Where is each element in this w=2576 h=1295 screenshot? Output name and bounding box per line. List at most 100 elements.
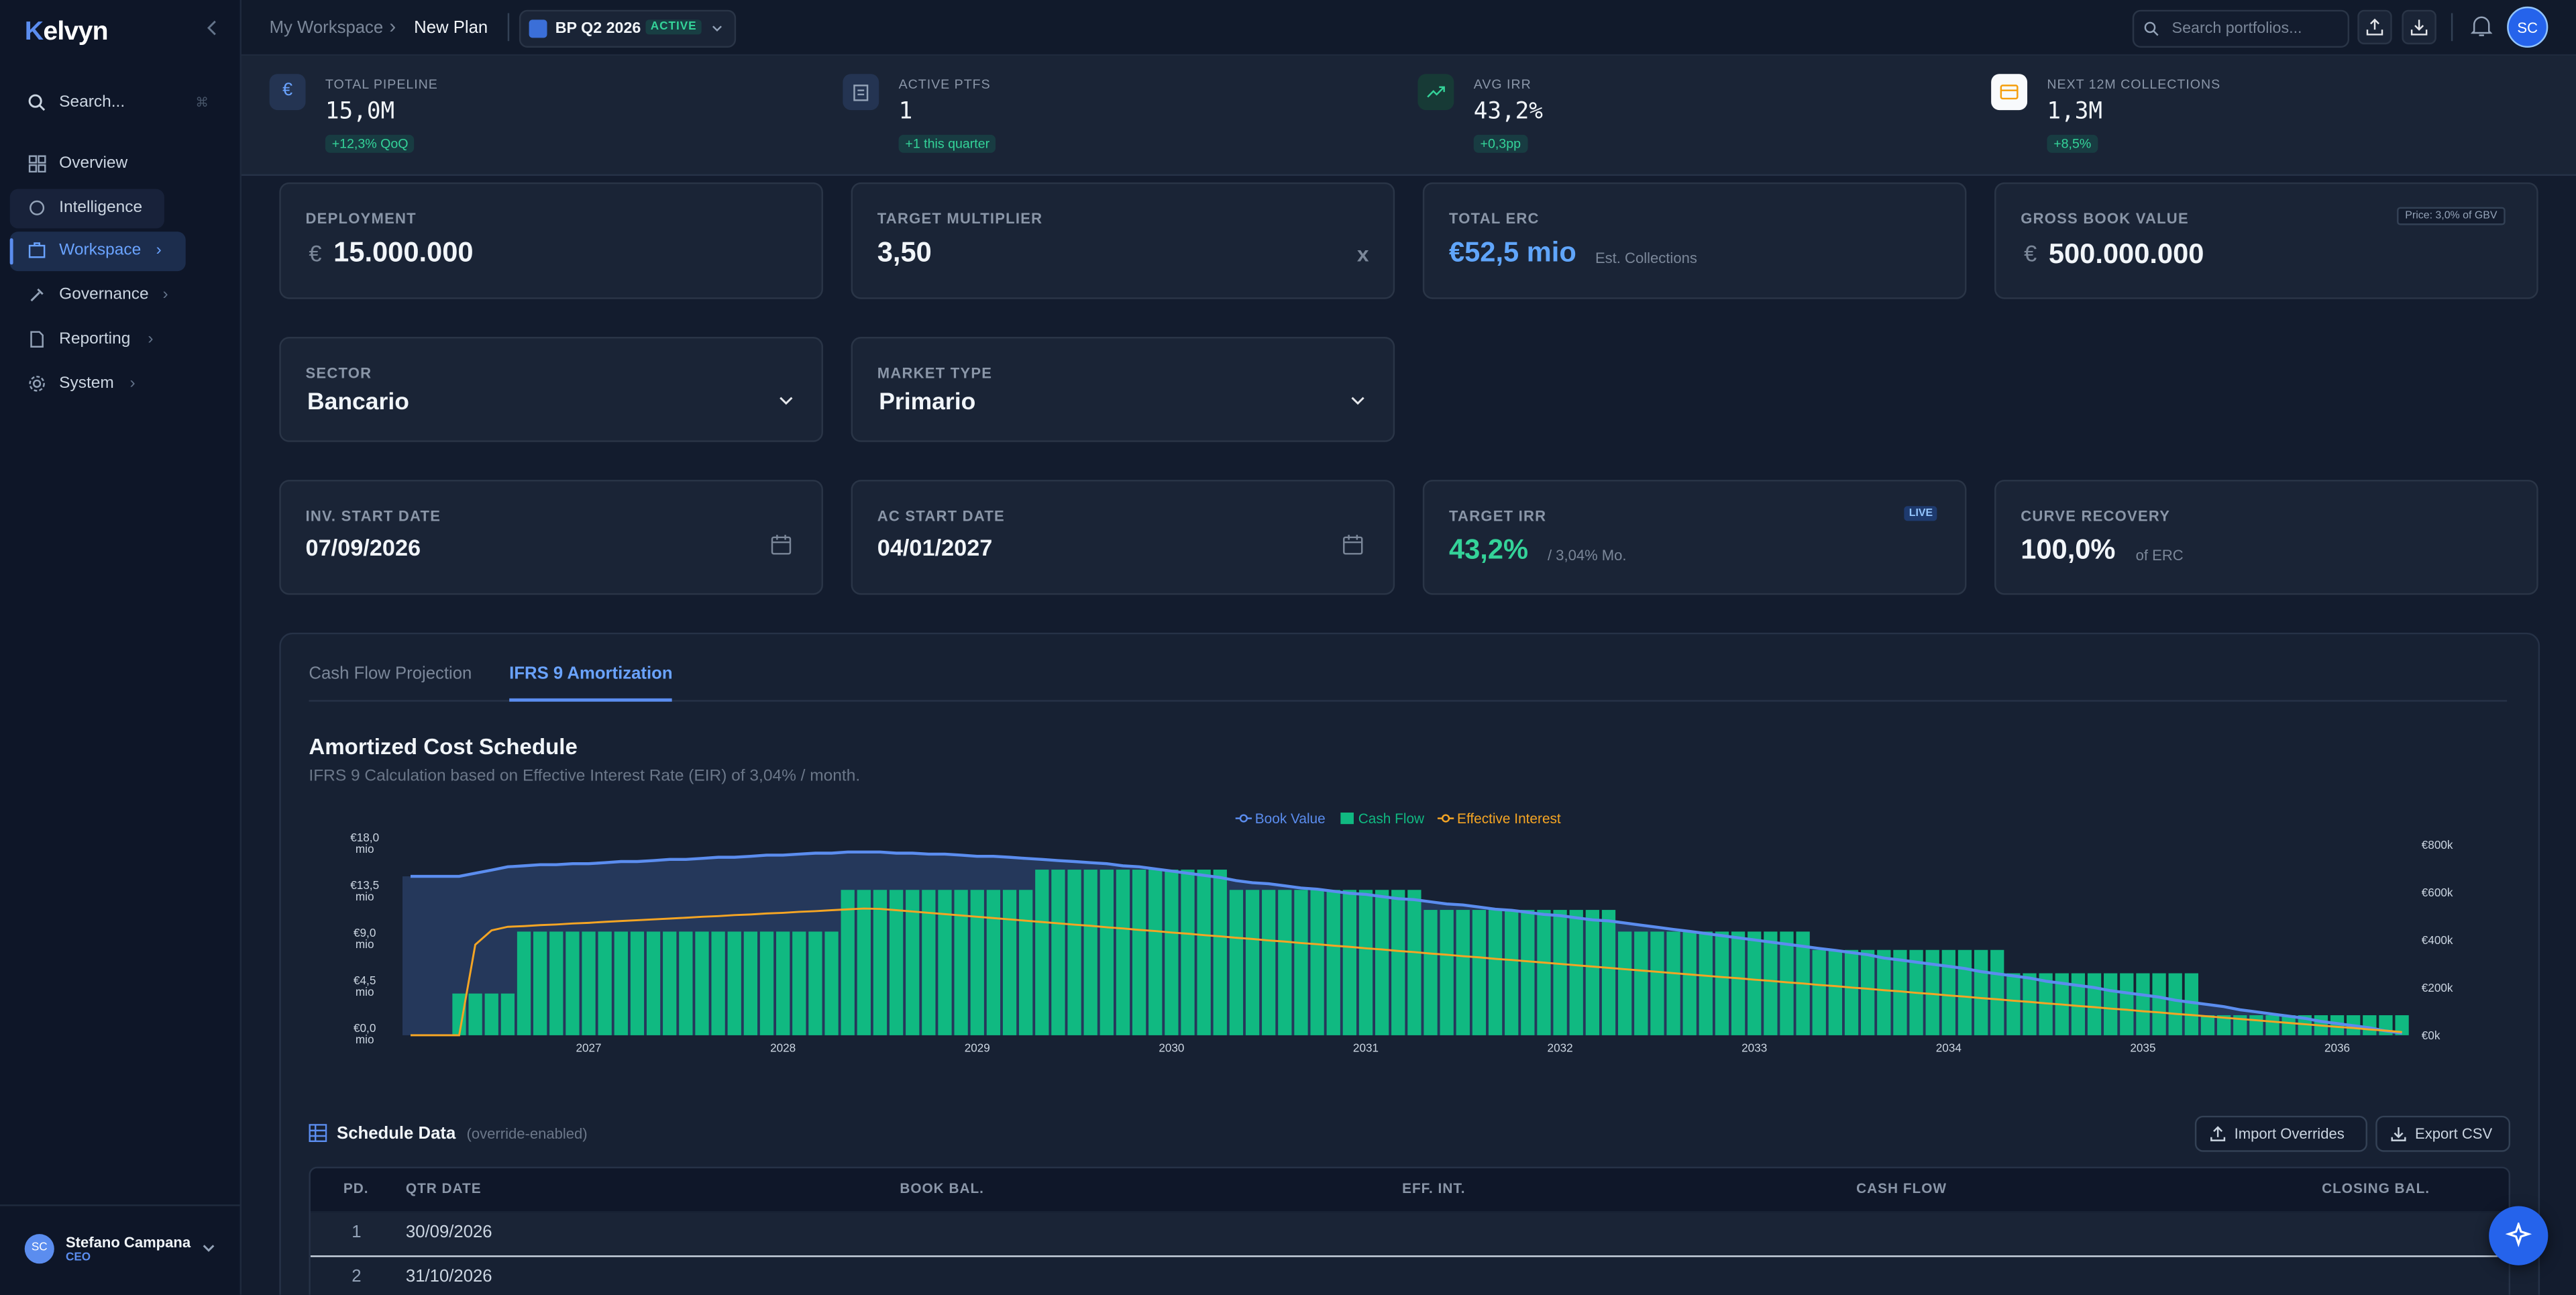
bar (630, 931, 645, 1035)
bar (1877, 949, 1891, 1035)
bar (1715, 931, 1729, 1035)
bar (1650, 931, 1664, 1035)
bar (970, 890, 984, 1035)
nav-label: Workspace (59, 242, 142, 260)
live-badge: LIVE (1904, 506, 1938, 521)
nav-item[interactable]: Overview (10, 145, 186, 185)
date-card[interactable]: AC START DATE 04/01/2027 (851, 480, 1395, 595)
import-button[interactable]: Import Overrides (2194, 1115, 2367, 1152)
bar (1456, 910, 1470, 1035)
tab[interactable]: Cash Flow Projection (309, 664, 472, 684)
bar (857, 890, 871, 1035)
field-label: INV. START DATE (305, 507, 441, 525)
export-button[interactable]: Export CSV (2375, 1115, 2511, 1152)
plan-selector[interactable]: BP Q2 2026 ACTIVE (519, 9, 737, 48)
bar (1472, 910, 1487, 1035)
x-tick-label: 2030 (1159, 1041, 1184, 1054)
bar (2184, 973, 2198, 1035)
field-card[interactable]: DEPLOYMENT € 15.000.000 (279, 182, 823, 299)
calendar-icon[interactable] (771, 534, 792, 556)
field-value: 3,50 (877, 236, 932, 268)
bar (1990, 949, 2004, 1035)
bar (2249, 1015, 2263, 1035)
bar (2120, 973, 2134, 1035)
field-card[interactable]: GROSS BOOK VALUE Price: 3,0% of GBV € 50… (1994, 182, 2538, 299)
bar (468, 993, 482, 1035)
nav-item[interactable]: Reporting › (10, 321, 186, 360)
breadcrumb: New Plan (414, 17, 488, 38)
field-label: AC START DATE (877, 507, 1005, 525)
collapse-icon[interactable] (205, 19, 219, 36)
kpi-delta: +0,3pp (1473, 134, 1527, 153)
date-card[interactable]: INV. START DATE 07/09/2026 (279, 480, 823, 595)
nav-item-active[interactable]: Workspace › (9, 231, 186, 272)
legend-label: Effective Interest (1457, 810, 1561, 827)
x-tick-label: 2033 (1741, 1041, 1767, 1054)
bar (1731, 931, 1746, 1035)
bar (1165, 870, 1179, 1035)
nav-item[interactable]: Governance › (10, 276, 186, 315)
bar (1682, 931, 1697, 1035)
table-row[interactable] (310, 1257, 2509, 1295)
user-name: Stefano Campana (65, 1234, 191, 1251)
kpi-icon (843, 74, 879, 111)
search-icon (2144, 21, 2159, 36)
breadcrumb[interactable]: My Workspace (269, 17, 384, 38)
notifications-icon[interactable] (2471, 15, 2493, 38)
bar (484, 993, 498, 1035)
user-menu-icon[interactable] (202, 1244, 215, 1254)
field-card[interactable]: TARGET MULTIPLIER 3,50 x (851, 182, 1395, 299)
download-icon (2410, 19, 2428, 36)
x-tick-label: 2031 (1353, 1041, 1379, 1054)
bar (1861, 949, 1875, 1035)
upload-button[interactable] (2357, 9, 2392, 45)
bar (1197, 870, 1211, 1035)
calendar-icon[interactable] (1342, 534, 1364, 556)
bar (1666, 931, 1680, 1035)
x-tick-label: 2034 (1936, 1041, 1962, 1054)
chart-subtitle: IFRS 9 Calculation based on Effective In… (309, 767, 861, 786)
bar (954, 890, 968, 1035)
bar (1067, 870, 1081, 1035)
bar (1440, 910, 1454, 1035)
bar (2087, 973, 2102, 1035)
field-value: €52,5 mio (1449, 236, 1576, 268)
download-button[interactable] (2402, 9, 2436, 45)
x-tick-label: 2035 (2130, 1041, 2155, 1054)
sidebar-search[interactable]: Search... (59, 93, 125, 112)
bar (1634, 931, 1648, 1035)
table-row[interactable] (310, 1212, 2509, 1257)
select-card[interactable]: MARKET TYPE Primario (851, 337, 1395, 442)
bar (824, 931, 839, 1035)
sparkle-icon (2505, 1223, 2532, 1247)
bar (1812, 949, 1826, 1035)
x-tick-label: 2032 (1548, 1041, 1573, 1054)
bar (776, 931, 790, 1035)
tab-divider (309, 700, 2508, 702)
nav-item[interactable]: System › (10, 365, 186, 405)
assistant-button[interactable] (2489, 1206, 2548, 1265)
user-avatar[interactable]: SC (24, 1234, 54, 1264)
y2-tick-label: €400k (2422, 933, 2453, 947)
tab-active[interactable]: IFRS 9 Amortization (509, 664, 673, 684)
nav-item[interactable]: Intelligence (9, 189, 164, 229)
bar (1585, 910, 1600, 1035)
field-value: Primario (879, 389, 976, 416)
select-card[interactable]: SECTOR Bancario (279, 337, 823, 442)
bar (1974, 949, 1988, 1035)
table-header (310, 1168, 2509, 1211)
bar (2152, 973, 2166, 1035)
bar (1764, 931, 1778, 1035)
y2-tick-label: €0k (2422, 1029, 2440, 1042)
field-value: 43,2% (1449, 533, 1529, 566)
dropdown-icon (780, 397, 793, 405)
bar (517, 931, 531, 1035)
column-header: QTR DATE (405, 1180, 482, 1196)
search-box[interactable]: Search portfolios... (2132, 9, 2350, 48)
bar (1148, 870, 1163, 1035)
nav-icon (30, 331, 44, 348)
legend-label: Book Value (1254, 810, 1326, 827)
user-avatar[interactable]: SC (2507, 6, 2548, 48)
bar (1310, 890, 1324, 1035)
